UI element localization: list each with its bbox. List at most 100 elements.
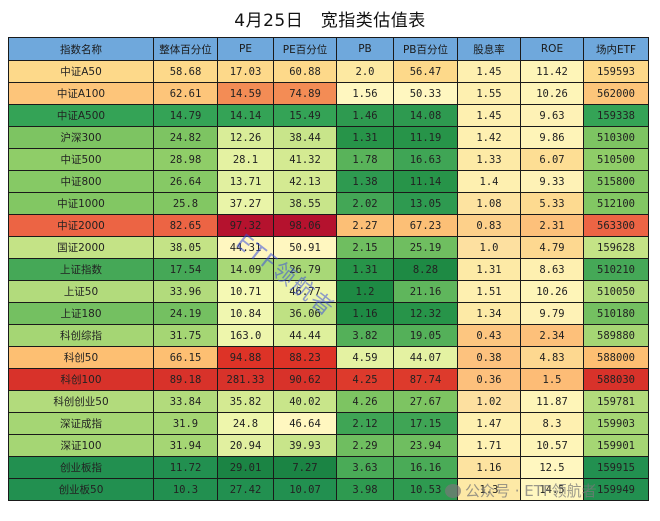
index-name-cell: 沪深300 <box>8 126 154 149</box>
value-cell: 0.38 <box>457 346 521 369</box>
value-cell: 589880 <box>583 324 649 347</box>
value-cell: 1.5 <box>520 368 584 391</box>
value-cell: 74.89 <box>273 82 337 105</box>
value-cell: 4.79 <box>520 236 584 259</box>
value-cell: 8.28 <box>393 258 458 281</box>
table-row: 上证180 24.19 10.84 36.06 1.16 12.32 1.34 9.79 510… <box>8 302 649 325</box>
value-cell: 29.01 <box>217 456 274 479</box>
value-cell: 60.88 <box>273 60 337 83</box>
value-cell: 1.16 <box>457 456 521 479</box>
table-row: 中证800 26.64 13.71 42.13 1.38 11.14 1.4 9.33 5158… <box>8 170 649 193</box>
value-cell: 27.67 <box>393 390 458 413</box>
value-cell: 1.45 <box>457 60 521 83</box>
value-cell: 1.46 <box>336 104 394 127</box>
value-cell: 24.19 <box>153 302 218 325</box>
value-cell: 14.79 <box>153 104 218 127</box>
value-cell: 41.32 <box>273 148 337 171</box>
table-row: 中证1000 25.8 37.27 38.55 2.02 13.05 1.08 5.33 512… <box>8 192 649 215</box>
column-header: ROE <box>520 37 584 61</box>
index-name-cell: 科创50 <box>8 346 154 369</box>
value-cell: 1.31 <box>457 258 521 281</box>
value-cell: 159915 <box>583 456 649 479</box>
value-cell: 159903 <box>583 412 649 435</box>
value-cell: 1.02 <box>457 390 521 413</box>
value-cell: 5.33 <box>520 192 584 215</box>
value-cell: 19.05 <box>393 324 458 347</box>
value-cell: 515800 <box>583 170 649 193</box>
value-cell: 25.19 <box>393 236 458 259</box>
index-name-cell: 深证成指 <box>8 412 154 435</box>
value-cell: 1.56 <box>336 82 394 105</box>
value-cell: 23.94 <box>393 434 458 457</box>
value-cell: 588030 <box>583 368 649 391</box>
table-row: 创业板50 10.3 27.42 10.07 3.98 10.53 1.3 14.5 15994… <box>8 478 649 501</box>
value-cell: 1.71 <box>457 434 521 457</box>
value-cell: 159949 <box>583 478 649 501</box>
value-cell: 1.55 <box>457 82 521 105</box>
value-cell: 2.02 <box>336 192 394 215</box>
index-name-cell: 上证180 <box>8 302 154 325</box>
value-cell: 10.53 <box>393 478 458 501</box>
index-name-cell: 科创创业50 <box>8 390 154 413</box>
value-cell: 6.07 <box>520 148 584 171</box>
index-name-cell: 中证800 <box>8 170 154 193</box>
value-cell: 1.33 <box>457 148 521 171</box>
value-cell: 56.47 <box>393 60 458 83</box>
valuation-table: 指数名称 整体百分位 PE PE百分位 PB PB百分位 股息率 ROE 场内ETF 中证A50… <box>8 37 649 501</box>
index-name-cell: 创业板指 <box>8 456 154 479</box>
value-cell: 46.77 <box>273 280 337 303</box>
value-cell: 510210 <box>583 258 649 281</box>
value-cell: 67.23 <box>393 214 458 237</box>
index-name-cell: 上证50 <box>8 280 154 303</box>
column-header: 场内ETF <box>583 37 649 61</box>
table-row: 中证500 28.98 28.1 41.32 1.78 16.63 1.33 6.07 5105… <box>8 148 649 171</box>
value-cell: 1.34 <box>457 302 521 325</box>
value-cell: 14.59 <box>217 82 274 105</box>
column-header: 指数名称 <box>8 37 154 61</box>
value-cell: 36.06 <box>273 302 337 325</box>
value-cell: 588000 <box>583 346 649 369</box>
value-cell: 4.83 <box>520 346 584 369</box>
value-cell: 21.16 <box>393 280 458 303</box>
value-cell: 2.12 <box>336 412 394 435</box>
value-cell: 28.98 <box>153 148 218 171</box>
index-name-cell: 科创综指 <box>8 324 154 347</box>
value-cell: 15.49 <box>273 104 337 127</box>
value-cell: 38.05 <box>153 236 218 259</box>
value-cell: 10.26 <box>520 82 584 105</box>
value-cell: 44.44 <box>273 324 337 347</box>
index-name-cell: 国证2000 <box>8 236 154 259</box>
value-cell: 10.57 <box>520 434 584 457</box>
value-cell: 2.29 <box>336 434 394 457</box>
value-cell: 1.31 <box>336 258 394 281</box>
value-cell: 12.26 <box>217 126 274 149</box>
value-cell: 1.3 <box>457 478 521 501</box>
value-cell: 40.02 <box>273 390 337 413</box>
value-cell: 16.16 <box>393 456 458 479</box>
value-cell: 1.51 <box>457 280 521 303</box>
value-cell: 2.34 <box>520 324 584 347</box>
value-cell: 17.15 <box>393 412 458 435</box>
table-row: 中证2000 82.65 97.32 98.06 2.27 67.23 0.83 2.31 56… <box>8 214 649 237</box>
value-cell: 1.08 <box>457 192 521 215</box>
value-cell: 17.03 <box>217 60 274 83</box>
value-cell: 2.15 <box>336 236 394 259</box>
value-cell: 10.84 <box>217 302 274 325</box>
value-cell: 510500 <box>583 148 649 171</box>
value-cell: 44.31 <box>217 236 274 259</box>
value-cell: 14.09 <box>217 258 274 281</box>
value-cell: 281.33 <box>217 368 274 391</box>
value-cell: 10.07 <box>273 478 337 501</box>
value-cell: 510300 <box>583 126 649 149</box>
value-cell: 1.78 <box>336 148 394 171</box>
value-cell: 11.72 <box>153 456 218 479</box>
value-cell: 39.93 <box>273 434 337 457</box>
value-cell: 9.86 <box>520 126 584 149</box>
value-cell: 10.26 <box>520 280 584 303</box>
value-cell: 98.06 <box>273 214 337 237</box>
value-cell: 58.68 <box>153 60 218 83</box>
value-cell: 37.27 <box>217 192 274 215</box>
value-cell: 25.8 <box>153 192 218 215</box>
table-row: 沪深300 24.82 12.26 38.44 1.31 11.19 1.42 9.86 510… <box>8 126 649 149</box>
value-cell: 159901 <box>583 434 649 457</box>
